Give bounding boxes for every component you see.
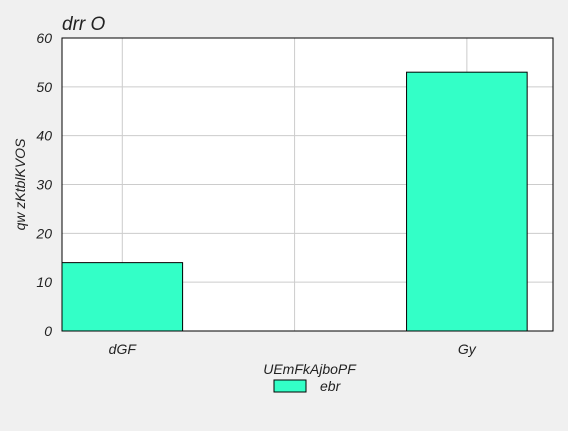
y-tick-label: 10 [36,274,52,290]
legend-swatch [273,379,307,393]
y-tick-label: 50 [36,79,52,95]
x-tick-label: Gy [458,341,477,357]
bars [61,71,528,332]
chart-title: drr O [62,14,106,35]
x-tick-label: dGF [109,341,138,357]
y-tick-label: 60 [36,30,52,46]
legend: ebr [273,378,342,394]
y-tick-label: 30 [36,177,52,193]
y-tick-label: 40 [36,128,52,144]
bar-dGF [61,262,184,332]
x-axis-ticks: dGF Gy [109,341,477,357]
bar-Gy [406,71,528,332]
legend-label: ebr [320,378,342,394]
y-tick-label: 0 [44,323,52,339]
y-tick-label: 20 [35,225,52,241]
plot-frame [61,37,554,332]
y-axis-label: qw zKtblKVOS [12,138,28,230]
x-axis-label: UEmFkAjboPF [263,361,357,377]
y-axis-ticks: 0 10 20 30 40 50 60 [35,30,52,339]
